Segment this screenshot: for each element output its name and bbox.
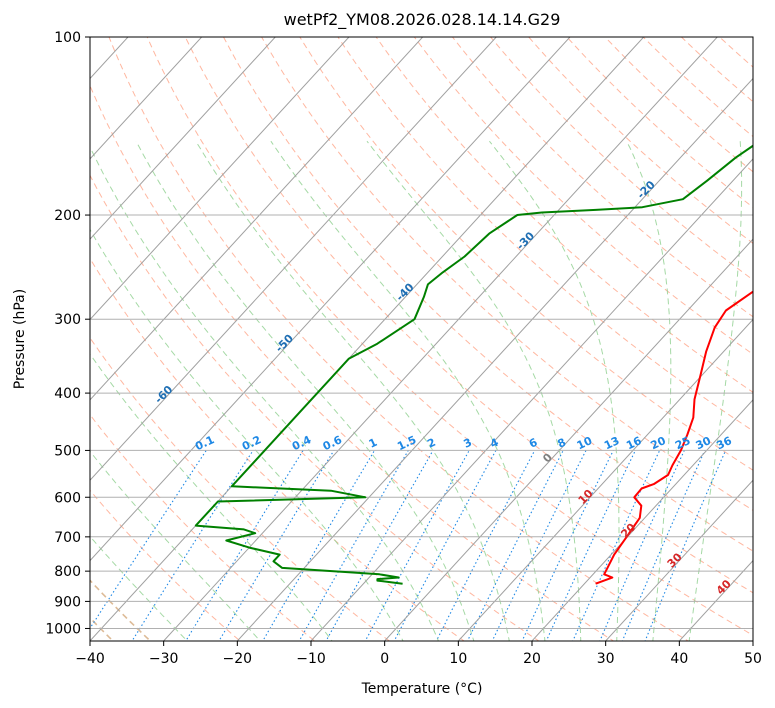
x-tick-label: 40	[670, 651, 688, 667]
dry-adiabat-line	[146, 37, 753, 636]
x-tick-label: −10	[296, 651, 326, 667]
moist-adiabat-line	[90, 146, 439, 641]
isotherm-line	[90, 37, 350, 321]
isotherm-line	[90, 37, 571, 562]
isotherm-line	[90, 37, 424, 401]
x-tick-label: −30	[149, 651, 179, 667]
mixing-ratio-label: 36	[714, 434, 734, 452]
isotherm-line	[90, 37, 497, 481]
x-tick-label: 30	[597, 651, 615, 667]
y-tick-label: 900	[54, 594, 81, 610]
moist-adiabat-line	[489, 140, 620, 641]
isotherm-line	[383, 238, 753, 641]
plot-frame	[89, 36, 754, 642]
dry-adiabat-line	[413, 37, 753, 355]
moist-adiabat-line	[90, 353, 333, 641]
mixing-ratio-label: 16	[624, 434, 644, 452]
dry-adiabat-line	[451, 37, 753, 318]
mixing-ratio-label: 25	[673, 434, 692, 452]
moist-adiabat-line	[626, 140, 672, 641]
grid-layer	[90, 37, 753, 641]
isotherm-line	[90, 37, 645, 641]
moist-adiabat-line	[135, 140, 475, 641]
mixing-ratio-label: 30	[694, 434, 714, 452]
moist-adiabat-line	[270, 140, 546, 641]
x-tick-label: 0	[380, 651, 389, 667]
y-axis-label: Pressure (hPa)	[12, 289, 28, 389]
dry-adiabat-line	[184, 37, 753, 594]
x-tick-label: 50	[744, 651, 762, 667]
temperature-profile-line	[595, 290, 753, 585]
moist-adiabat-line	[90, 228, 404, 641]
mixing-ratio-label: 13	[602, 434, 621, 452]
axes-layer: −40 −30 −20 −10 0 10 20 30 40 50 100 200 300 400 500 60…	[45, 30, 762, 667]
dry-adiabat-line	[90, 84, 615, 641]
dry-adiabat-line	[222, 37, 753, 552]
y-tick-label: 800	[54, 564, 81, 580]
y-tick-label: 500	[54, 443, 81, 459]
mixing-ratio-label: 10	[575, 434, 595, 452]
x-tick-label: 20	[523, 651, 541, 667]
y-tick-label: 600	[54, 490, 81, 506]
moist-adiabat-line	[195, 140, 510, 641]
mixing-ratio-label: 20	[649, 434, 669, 452]
y-tick-label: 300	[54, 312, 81, 328]
chart-title: wetPf2_YM08.2026.028.14.14.G29	[284, 10, 561, 30]
x-tick-label: 10	[449, 651, 467, 667]
dry-adiabat-line	[108, 37, 690, 641]
isotherm-line	[236, 77, 753, 641]
moist-adiabat-line	[688, 141, 743, 641]
dry-adiabat-line	[90, 257, 465, 641]
dewpoint-profile-line	[194, 144, 753, 585]
dry-adiabat-line	[90, 413, 316, 641]
isotherm-line	[90, 37, 203, 160]
y-tick-label: 100	[54, 30, 81, 46]
y-tick-label: 400	[54, 386, 81, 402]
moist-adiabat-line	[90, 450, 261, 641]
isotherm-line	[604, 479, 753, 641]
dry-adiabat-reference-line	[90, 579, 152, 641]
x-tick-label: −20	[223, 651, 253, 667]
x-axis-label: Temperature (°C)	[361, 681, 483, 697]
dry-adiabat-line	[375, 37, 753, 393]
y-tick-label: 1000	[45, 621, 81, 637]
x-tick-label: −40	[75, 651, 105, 667]
y-tick-label: 700	[54, 530, 81, 546]
dry-adiabat-line	[261, 37, 753, 511]
profile-layer	[194, 144, 753, 585]
y-tick-label: 200	[54, 208, 81, 224]
isotherm-line	[531, 399, 753, 641]
isotherm-line	[457, 318, 753, 641]
dry-adiabat-line	[90, 489, 241, 641]
isotherm-line	[90, 37, 276, 240]
moist-adiabat-line	[366, 140, 582, 641]
isotherm-line	[310, 158, 753, 641]
